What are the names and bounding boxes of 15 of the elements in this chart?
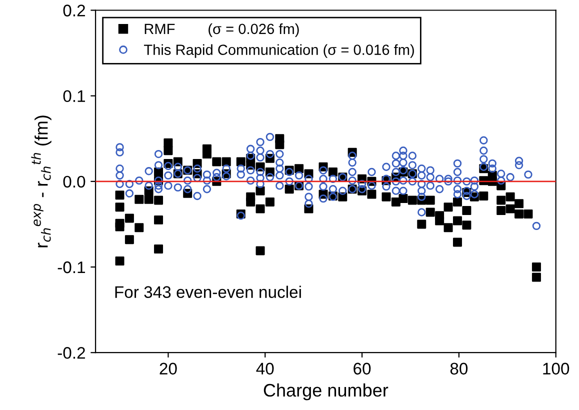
x-tick-label: 20: [160, 362, 177, 375]
annotation: For 343 even-even nuclei: [115, 286, 301, 298]
y-tick-label: 0.1: [63, 90, 85, 102]
x-axis-title: Charge number: [264, 383, 388, 400]
y-axis-title: r$_{ch}$$^{exp}$ - r$_{ch}$$^{th}$ (fm): [31, 116, 52, 248]
x-tick-label: 100: [543, 362, 570, 375]
legend-label: RMF (σ = 0.026 fm): [144, 23, 299, 37]
y-tick-label: -0.1: [58, 261, 85, 274]
x-tick-label: 60: [354, 362, 371, 375]
y-tick-label: 0.2: [63, 4, 85, 16]
x-tick-label: 80: [450, 362, 468, 375]
legend-label: This Rapid Communication (σ = 0.016 fm): [144, 44, 414, 58]
y-tick-label: 0.0: [63, 176, 86, 188]
x-tick-label: 40: [256, 362, 274, 375]
y-tick-label: -0.2: [58, 347, 85, 359]
